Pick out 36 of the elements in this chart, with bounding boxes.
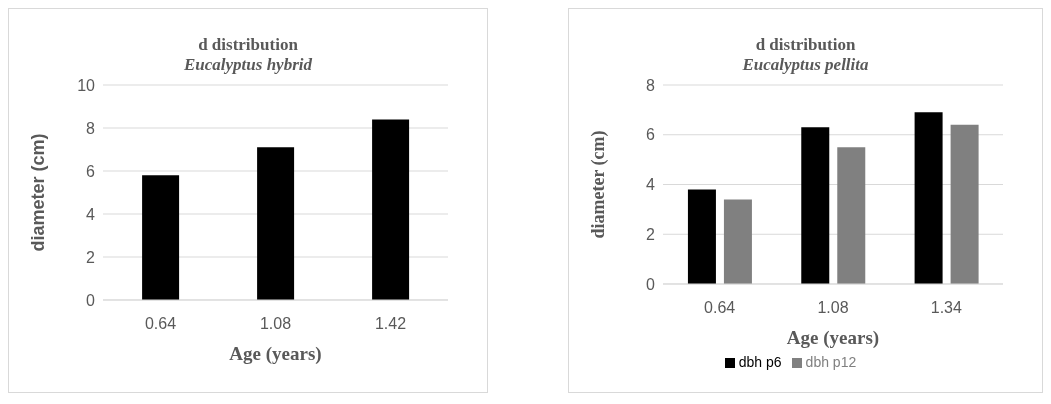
y-tick-label: 8 <box>86 119 96 137</box>
y-axis-title: diameter (cm) <box>588 130 610 239</box>
y-tick-label: 0 <box>646 275 656 293</box>
bar <box>372 119 410 300</box>
y-tick-label: 2 <box>86 248 96 266</box>
y-axis-title: diameter (cm) <box>28 133 49 252</box>
y-tick-label: 6 <box>646 126 656 144</box>
y-tick-label: 10 <box>77 76 96 94</box>
legend-label: dbh p12 <box>805 354 857 370</box>
chart-title: d distribution <box>198 35 298 55</box>
chart-subtitle: Eucalyptus hybrid <box>184 55 312 75</box>
y-tick-label: 8 <box>646 76 656 94</box>
y-tick-label: 2 <box>646 225 656 243</box>
chart-subtitle: Eucalyptus pellita <box>742 55 869 75</box>
y-tick-label: 6 <box>86 162 96 180</box>
x-tick-label: 0.64 <box>704 299 736 317</box>
legend-label: dbh p6 <box>738 354 782 370</box>
y-tick-label: 4 <box>646 176 656 194</box>
x-axis-title: Age (years) <box>786 327 880 349</box>
x-tick-label: 1.42 <box>374 315 407 333</box>
bar <box>801 127 830 284</box>
y-tick-label: 4 <box>86 205 96 223</box>
x-tick-label: 1.08 <box>259 315 292 333</box>
bar <box>914 112 943 284</box>
x-axis-title: Age (years) <box>229 343 322 365</box>
bar <box>950 124 979 284</box>
bar <box>257 147 295 300</box>
bar <box>837 147 866 284</box>
bar <box>142 175 180 300</box>
y-tick-label: 0 <box>86 291 96 309</box>
x-tick-label: 1.08 <box>817 299 849 317</box>
bar <box>687 189 716 284</box>
x-tick-label: 1.34 <box>930 299 963 317</box>
chart-title: d distribution <box>755 35 856 55</box>
bar <box>723 199 752 284</box>
x-tick-label: 0.64 <box>144 315 177 333</box>
